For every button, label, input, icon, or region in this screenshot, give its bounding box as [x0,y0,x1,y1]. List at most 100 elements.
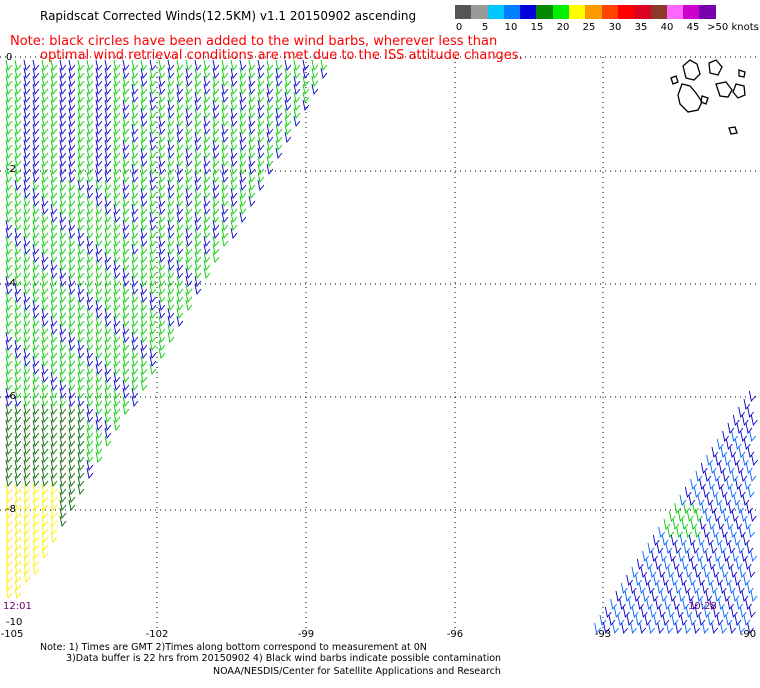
wind-barb [113,363,121,376]
wind-barb [14,67,22,80]
wind-barb [113,275,121,288]
wind-barb [158,59,166,72]
wind-barb [149,99,157,112]
wind-barb [692,502,700,515]
wind-barb [131,355,139,368]
wind-barb [735,518,743,531]
wind-barb [104,203,112,216]
wind-barb [620,582,628,595]
wind-barb [86,203,94,216]
wind-barb [95,339,103,352]
wind-barb [230,219,238,232]
wind-barb [684,486,692,499]
wind-barb [41,363,49,376]
wind-barb [77,75,85,88]
wind-barb [667,606,675,619]
wind-barb [747,486,755,499]
wind-barb [32,555,40,568]
wind-barb [293,107,301,120]
wind-barb [194,83,202,96]
wind-barb [221,227,229,240]
wind-barb [5,163,13,176]
wind-barb [708,558,716,571]
wind-barb [86,123,94,136]
wind-barb [5,411,13,424]
wind-barb [59,267,67,280]
wind-barb [23,395,31,408]
wind-barb [131,387,139,400]
wind-barb [5,275,13,288]
wind-barb [50,363,58,376]
wind-barb [95,355,103,368]
wind-barb [672,518,680,531]
wind-barb [23,99,31,112]
wind-barb [113,179,121,192]
wind-barb [122,331,130,344]
wind-barb [293,91,301,104]
wind-barb [167,307,175,320]
legend-swatch [585,5,602,19]
wind-barb [230,115,238,128]
wind-barb [113,387,121,400]
wind-barb [32,307,40,320]
wind-barb [185,275,193,288]
wind-barb [14,211,22,224]
wind-barb [707,614,715,627]
wind-barb [32,203,40,216]
wind-barb [59,99,67,112]
wind-barb [656,542,664,555]
wind-barb [41,99,49,112]
wind-barb [690,518,698,531]
wind-barb [32,291,40,304]
wind-barb [14,499,22,512]
lat-label-4: -4 [6,278,16,289]
wind-barb [95,131,103,144]
wind-barb [284,67,292,80]
wind-barb [23,323,31,336]
wind-barb [719,582,727,595]
wind-barb [230,83,238,96]
wind-barb [14,435,22,448]
wind-barb [5,203,13,216]
wind-barb [104,363,112,376]
wind-barb [14,147,22,160]
wind-barb [221,115,229,128]
wind-barb [50,491,58,504]
wind-barb [77,451,85,464]
wind-barb [735,558,743,571]
wind-barb [41,139,49,152]
wind-barb [658,606,666,619]
wind-barb [131,179,139,192]
wind-barb [23,331,31,344]
wind-barb [5,531,13,544]
wind-barb [652,534,660,547]
wind-barb [167,267,175,280]
wind-barb [95,59,103,72]
wind-barb [104,315,112,328]
wind-barb [149,219,157,232]
wind-barb [194,179,202,192]
legend-color-bar [455,5,716,19]
wind-barb [5,579,13,592]
wind-barb [14,411,22,424]
wind-barb [185,163,193,176]
wind-barb [23,195,31,208]
wind-barb [41,219,49,232]
wind-barb [86,107,94,120]
wind-barb [14,507,22,520]
wind-barb [699,518,707,531]
wind-barb [32,83,40,96]
wind-barb [140,203,148,216]
wind-barb [41,315,49,328]
wind-barb [732,550,740,563]
wind-barb [95,179,103,192]
wind-barb [59,411,67,424]
wind-barb [646,598,654,611]
wind-barb [203,139,211,152]
wind-barb [23,539,31,552]
wind-barb [149,315,157,328]
wind-barb [77,259,85,272]
wind-barb [221,107,229,120]
wind-barb [185,155,193,168]
wind-barb [5,467,13,480]
